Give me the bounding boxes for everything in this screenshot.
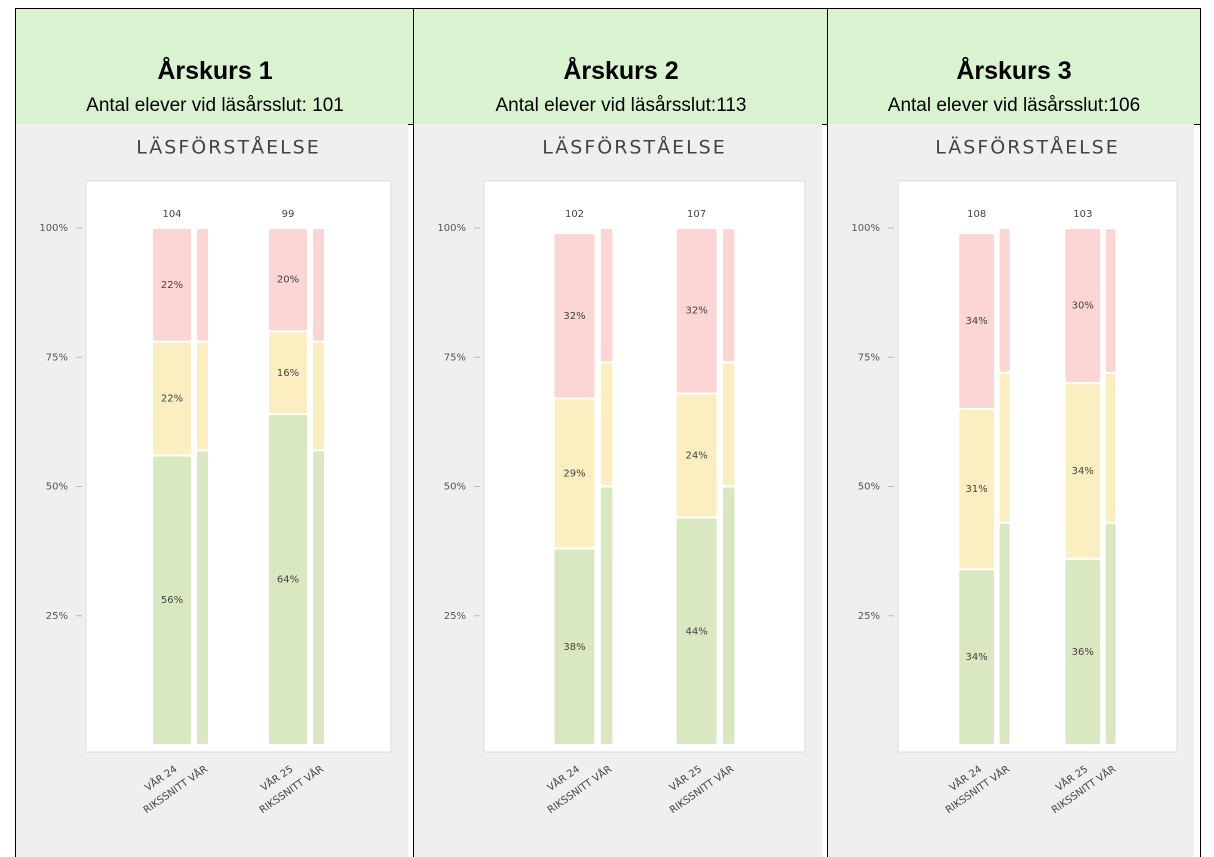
value-label: 22% [161, 394, 183, 405]
bar-segment [722, 229, 735, 362]
value-label: 64% [277, 575, 299, 586]
bar-segment [676, 229, 717, 393]
bar-segment [999, 523, 1010, 744]
bar-segment [676, 394, 717, 517]
bar-segment [1065, 229, 1101, 383]
bar-segment [676, 518, 717, 744]
bar-segment [999, 373, 1010, 522]
bar-segment [1065, 384, 1101, 558]
count-label: 103 [1073, 209, 1092, 220]
y-tick-label: 100% [851, 223, 880, 234]
grade-subtitle: Antal elever vid läsårsslut:106 [887, 95, 1141, 116]
count-label: 99 [282, 209, 295, 220]
chart-title: LÄSFÖRSTÅELSE [935, 136, 1120, 159]
y-tick-label: 75% [858, 352, 880, 363]
value-label: 29% [563, 469, 585, 480]
count-label: 108 [967, 209, 986, 220]
chart-title: LÄSFÖRSTÅELSE [136, 136, 321, 159]
value-label: 36% [1072, 647, 1094, 658]
bar-segment [269, 415, 307, 744]
bar-segment [1105, 229, 1116, 372]
chart: LÄSFÖRSTÅELSE25%50%75%100%34%31%34%108VÅ… [828, 124, 1194, 857]
y-tick-label: 100% [437, 223, 466, 234]
grade-title: Årskurs 3 [956, 57, 1072, 85]
bar-segment [269, 332, 307, 414]
y-tick-label: 25% [444, 611, 466, 622]
cell: Årskurs 3 Antal elever vid läsårsslut:106… [827, 8, 1201, 857]
chart: LÄSFÖRSTÅELSE25%50%75%100%38%29%32%102VÅ… [414, 124, 822, 857]
chart-title: LÄSFÖRSTÅELSE [542, 136, 727, 159]
value-label: 56% [161, 595, 183, 606]
y-tick-label: 75% [46, 352, 68, 363]
value-label: 32% [685, 306, 707, 317]
y-tick-label: 25% [46, 611, 68, 622]
count-label: 102 [565, 209, 584, 220]
value-label: 34% [1072, 466, 1094, 477]
bar-segment [269, 229, 307, 331]
bar-segment [600, 229, 613, 362]
bar-segment [600, 363, 613, 486]
grade-title: Årskurs 1 [157, 57, 273, 85]
bar-segment [999, 229, 1010, 372]
value-label: 38% [563, 642, 585, 653]
cell: Årskurs 1 Antal elever vid läsårsslut: 10… [15, 8, 414, 857]
value-label: 34% [966, 316, 988, 327]
bar-segment [554, 399, 595, 548]
cell: Årskurs 2 Antal elever vid läsårsslut:113… [413, 8, 828, 857]
plot-area [897, 180, 1178, 753]
bar-segment [959, 234, 995, 408]
bar-segment [153, 456, 191, 744]
bar-segment [600, 487, 613, 744]
value-label: 31% [966, 484, 988, 495]
bar-segment [554, 234, 595, 398]
y-tick-label: 100% [39, 223, 68, 234]
bar-segment [1065, 559, 1101, 744]
bar-segment [959, 409, 995, 569]
value-label: 20% [277, 275, 299, 286]
plot-area [483, 180, 806, 753]
header: Årskurs 2 Antal elever vid läsårsslut:113 [414, 8, 828, 125]
grade-title: Årskurs 2 [563, 57, 679, 85]
count-label: 104 [162, 209, 181, 220]
header: Årskurs 1 Antal elever vid läsårsslut: 10… [16, 8, 414, 125]
y-tick-label: 50% [858, 482, 880, 493]
bar-segment [959, 570, 995, 744]
chart: LÄSFÖRSTÅELSE25%50%75%100%56%22%22%104VÅ… [16, 124, 408, 857]
bar-segment [722, 487, 735, 744]
value-label: 24% [685, 450, 707, 461]
value-label: 16% [277, 368, 299, 379]
bar-segment [1105, 523, 1116, 744]
grade-subtitle: Antal elever vid läsårsslut:113 [495, 95, 747, 116]
value-label: 44% [685, 626, 707, 637]
count-label: 107 [687, 209, 706, 220]
value-label: 30% [1072, 301, 1094, 312]
y-tick-label: 75% [444, 352, 466, 363]
bar-segment [197, 451, 208, 744]
bar-segment [197, 229, 208, 341]
header: Årskurs 3 Antal elever vid läsårsslut:106 [828, 8, 1200, 125]
value-label: 22% [161, 280, 183, 291]
y-tick-label: 50% [46, 482, 68, 493]
value-label: 34% [966, 652, 988, 663]
bar-segment [313, 342, 324, 450]
bar-segment [722, 363, 735, 486]
bar-segment [313, 229, 324, 341]
value-label: 32% [563, 311, 585, 322]
grade-subtitle: Antal elever vid läsårsslut: 101 [86, 95, 344, 116]
bar-segment [313, 451, 324, 744]
plot-area [85, 180, 392, 753]
bar-segment [1105, 373, 1116, 522]
y-tick-label: 25% [858, 611, 880, 622]
y-tick-label: 50% [444, 482, 466, 493]
bar-segment [197, 342, 208, 450]
bar-segment [554, 549, 595, 744]
bar-segment [153, 229, 191, 341]
bar-segment [153, 342, 191, 455]
